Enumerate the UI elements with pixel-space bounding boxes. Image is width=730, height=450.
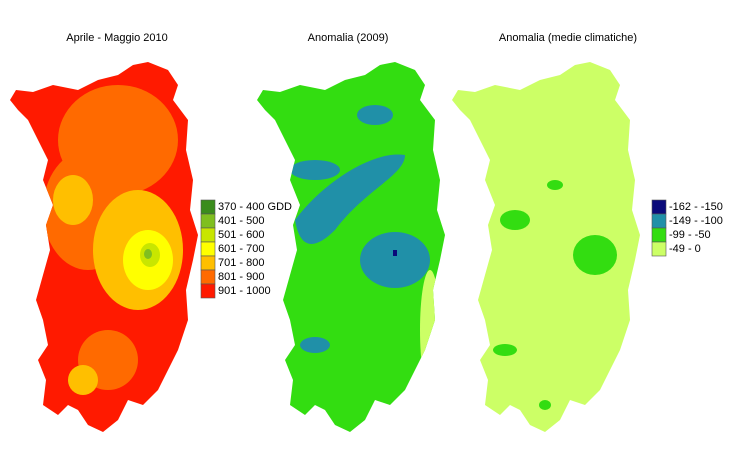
legend-swatch bbox=[651, 199, 667, 215]
legend-label: -149 - -100 bbox=[669, 215, 723, 227]
legend-label: 601 - 700 bbox=[218, 243, 264, 255]
legend-swatch bbox=[651, 213, 667, 229]
panel-title: Anomalia (2009) bbox=[308, 32, 389, 44]
legend-label: -99 - -50 bbox=[669, 229, 711, 241]
map-anomaly-2009 bbox=[257, 62, 445, 432]
legend-swatch bbox=[200, 283, 216, 299]
legend-swatch bbox=[651, 241, 667, 257]
legend-label: 701 - 800 bbox=[218, 257, 264, 269]
legend-swatch bbox=[200, 213, 216, 229]
legend-anomaly: -162 - -150 -149 - -100 -99 - -50 -49 - 0 bbox=[651, 199, 723, 257]
legend-gdd: 370 - 400 GDD 401 - 500 501 - 600 601 - 700… bbox=[200, 199, 292, 299]
legend-label: 401 - 500 bbox=[218, 215, 264, 227]
legend-label: -49 - 0 bbox=[669, 243, 701, 255]
legend-swatch bbox=[651, 227, 667, 243]
legend-swatch bbox=[200, 269, 216, 285]
legend-swatch bbox=[200, 241, 216, 257]
map-gdd bbox=[10, 62, 198, 432]
legend-label: 801 - 900 bbox=[218, 271, 264, 283]
legend-swatch bbox=[200, 199, 216, 215]
legend-label: 901 - 1000 bbox=[218, 285, 271, 297]
legend-swatch bbox=[200, 255, 216, 271]
legend-label: -162 - -150 bbox=[669, 201, 723, 213]
legend-swatch bbox=[200, 227, 216, 243]
legend-label: 501 - 600 bbox=[218, 229, 264, 241]
map-anomaly-climatic bbox=[452, 62, 640, 432]
legend-label: 370 - 400 GDD bbox=[218, 201, 292, 213]
panel-title: Aprile - Maggio 2010 bbox=[66, 32, 168, 44]
panel-title: Anomalia (medie climatiche) bbox=[499, 32, 637, 44]
